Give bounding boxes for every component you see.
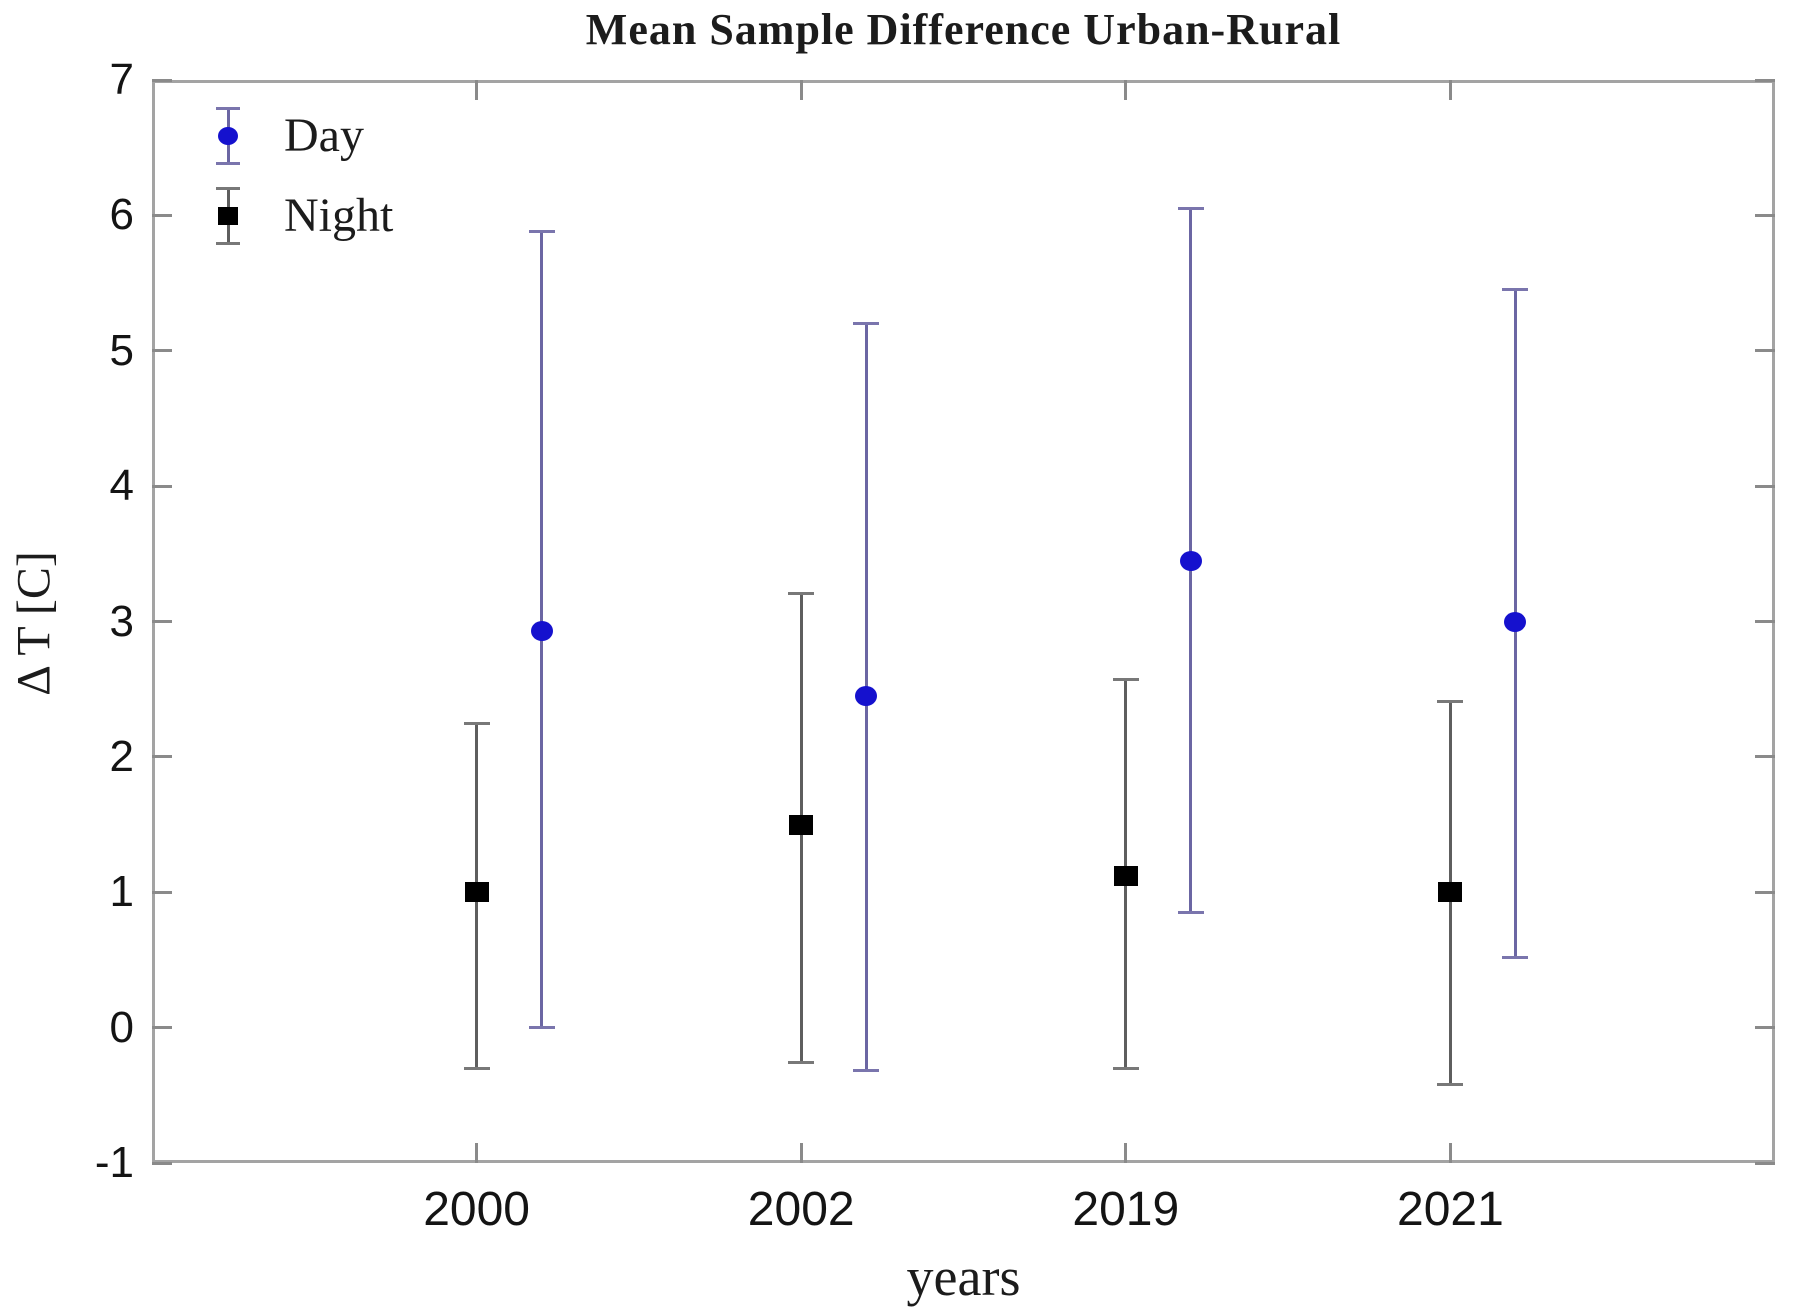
y-tick-label: 5: [109, 325, 134, 375]
day-errorbar-marker-icon: [200, 104, 256, 168]
night-legend-marker: [218, 207, 238, 225]
x-tick-mark: [1448, 80, 1452, 100]
x-tick-mark: [1448, 1143, 1452, 1163]
x-tick-label: 2000: [423, 1183, 530, 1236]
y-tick-mark: [1755, 620, 1775, 623]
y-tick-mark: [152, 213, 172, 217]
y-tick-label: 2: [109, 731, 134, 781]
chart-title: Mean Sample Difference Urban-Rural: [585, 5, 1342, 54]
x-tick-mark: [475, 80, 479, 100]
day-errorbar-cap-top: [1502, 288, 1529, 292]
day-legend-cap-top: [216, 107, 240, 110]
y-tick-label: -1: [94, 1138, 134, 1187]
x-axis-label: years: [906, 1247, 1021, 1307]
y-tick-mark: [1755, 755, 1775, 759]
x-tick-mark: [799, 1143, 803, 1163]
night-errorbar-cap-bottom: [1112, 1066, 1139, 1070]
y-tick-mark: [1755, 78, 1775, 82]
night-legend-cap-bottom: [216, 242, 240, 245]
night-errorbar-cap-top: [1437, 699, 1464, 703]
y-tick-label: 7: [109, 55, 134, 104]
day-data-point: [1504, 611, 1527, 632]
day-errorbar-cap-bottom: [1177, 911, 1204, 915]
day-data-point: [530, 620, 553, 641]
night-data-point: [464, 882, 489, 903]
day-errorbar-cap-top: [853, 322, 880, 326]
x-tick-mark: [475, 1143, 479, 1163]
legend-label-night: Night: [284, 189, 394, 242]
y-tick-label: 1: [109, 867, 134, 917]
y-tick-mark: [152, 755, 172, 759]
day-data-point: [855, 685, 878, 706]
x-tick-label: 2002: [747, 1183, 855, 1236]
y-tick-mark: [152, 1026, 172, 1030]
y-tick-mark: [152, 620, 172, 623]
day-legend-cap-bottom: [216, 162, 240, 165]
day-errorbar-cap-bottom: [853, 1069, 880, 1073]
night-errorbar-cap-top: [788, 591, 815, 595]
y-tick-mark: [1755, 890, 1775, 894]
day-data-point: [1179, 550, 1202, 571]
legend-item-day: Day: [200, 96, 393, 176]
y-tick-mark: [1755, 1161, 1775, 1165]
y-tick-mark: [152, 349, 172, 353]
night-errorbar-cap-bottom: [463, 1066, 490, 1070]
night-errorbar-cap-top: [1112, 678, 1139, 682]
day-errorbar-cap-top: [1177, 207, 1204, 211]
y-tick-mark: [1755, 349, 1775, 353]
plot-area: [152, 80, 1775, 1163]
x-tick-mark: [799, 80, 803, 100]
x-tick-label: 2021: [1397, 1183, 1504, 1236]
night-data-point: [1438, 882, 1463, 903]
night-legend-cap-top: [216, 187, 240, 190]
night-errorbar-marker-icon: [200, 184, 256, 248]
y-tick-label: 4: [109, 461, 134, 511]
y-tick-mark: [152, 1161, 172, 1165]
y-tick-mark: [152, 78, 172, 82]
y-tick-mark: [1755, 484, 1775, 488]
y-tick-mark: [152, 890, 172, 894]
night-errorbar-cap-bottom: [788, 1061, 815, 1065]
legend-item-night: Night: [200, 176, 393, 256]
legend: Day Night: [200, 96, 393, 256]
x-tick-label: 2019: [1072, 1183, 1180, 1236]
day-legend-marker: [218, 127, 238, 145]
night-data-point: [1113, 866, 1138, 886]
y-tick-mark: [1755, 1026, 1775, 1030]
y-tick-mark: [152, 484, 172, 488]
y-tick-label: 3: [109, 596, 134, 646]
legend-label-day: Day: [284, 109, 364, 162]
y-tick-label: 6: [109, 190, 134, 240]
y-tick-label: 0: [109, 1002, 134, 1052]
night-data-point: [789, 814, 814, 835]
day-errorbar-cap-bottom: [528, 1026, 555, 1030]
x-tick-mark: [1124, 80, 1128, 100]
y-tick-mark: [1755, 213, 1775, 217]
x-tick-mark: [1124, 1143, 1128, 1163]
night-errorbar-cap-bottom: [1437, 1082, 1464, 1086]
night-errorbar-cap-top: [463, 721, 490, 725]
day-errorbar-cap-bottom: [1502, 955, 1529, 959]
day-errorbar-cap-top: [528, 230, 555, 234]
